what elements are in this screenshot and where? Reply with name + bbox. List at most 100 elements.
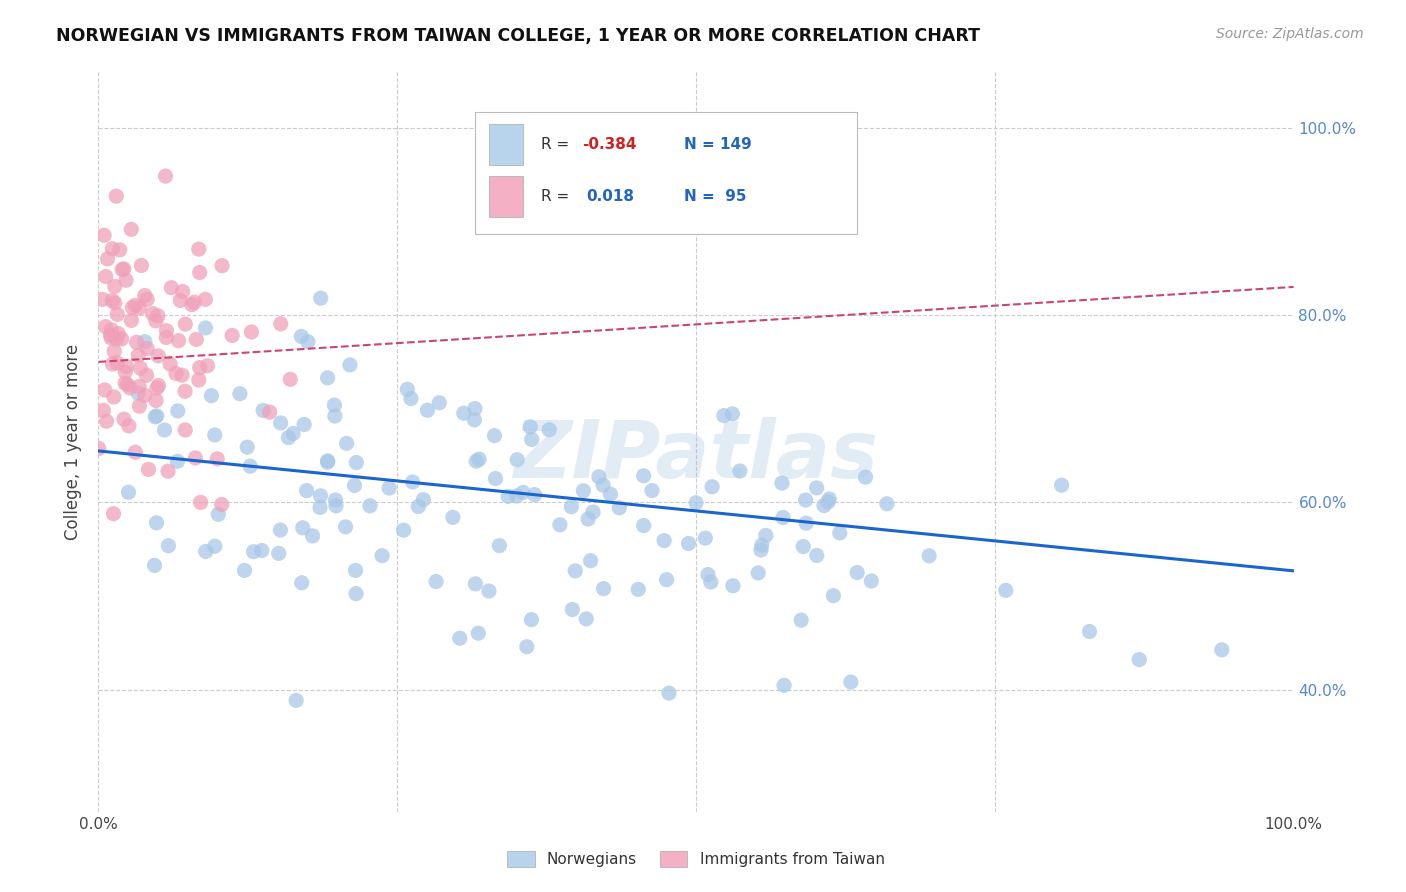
Point [105,356,128,370]
Point [111,262,134,277]
Point [685,496,707,510]
Point [128,379,150,393]
Point [233,563,256,577]
Point [125,335,148,350]
Point [138,462,160,476]
Point [839,675,862,690]
Text: N =  95: N = 95 [685,189,747,204]
Point [269,523,291,537]
Point [187,373,209,387]
Point [378,481,401,495]
Point [721,579,744,593]
Point [516,640,538,654]
Point [103,390,125,404]
Point [772,510,794,524]
Point [751,538,773,552]
Point [166,404,188,418]
Point [259,405,281,419]
Point [145,516,167,530]
Point [599,487,621,501]
Point [325,493,347,508]
Point [107,326,129,341]
Point [1078,624,1101,639]
Point [463,413,485,427]
Point [117,485,139,500]
Point [453,406,475,420]
FancyBboxPatch shape [475,112,858,235]
Point [118,381,141,395]
Point [297,334,319,349]
Point [468,452,491,467]
Point [160,281,183,295]
Point [120,222,142,236]
Point [270,317,292,331]
Point [828,525,851,540]
Point [170,368,193,383]
Point [301,529,323,543]
Point [564,564,586,578]
Point [592,582,614,596]
Point [335,520,357,534]
Point [695,531,717,545]
Point [1050,478,1073,492]
Point [267,546,290,560]
Point [165,367,187,381]
Point [155,330,177,344]
Point [159,357,181,371]
Point [155,324,177,338]
Point [846,566,869,580]
Point [696,567,718,582]
Point [823,589,845,603]
Point [505,489,527,503]
Point [633,468,655,483]
Point [523,488,546,502]
Point [101,357,124,371]
Point [186,333,208,347]
Point [316,454,339,468]
Point [166,454,188,468]
Point [678,536,700,550]
Point [148,378,170,392]
Point [794,493,817,508]
Point [519,420,541,434]
Text: ZIPatlas: ZIPatlas [513,417,879,495]
Point [344,563,367,577]
Point [94,319,117,334]
Point [323,398,346,412]
FancyBboxPatch shape [489,177,523,217]
Point [143,409,166,424]
Point [100,331,122,345]
Point [478,584,501,599]
Point [134,388,156,402]
Point [281,426,304,441]
Point [180,297,202,311]
Point [465,454,488,468]
Point [484,471,506,485]
Point [190,495,212,509]
Point [323,409,346,423]
Point [174,384,197,399]
Point [128,399,150,413]
Point [120,313,142,327]
Point [200,389,222,403]
Point [104,296,127,310]
Point [105,332,128,346]
Point [174,317,197,331]
Point [155,169,177,183]
Point [309,291,332,305]
Point [100,323,122,337]
Point [101,242,124,256]
Point [115,359,138,374]
Point [572,483,595,498]
Point [91,293,114,307]
Point [855,470,877,484]
Point [194,321,217,335]
Point [94,269,117,284]
Point [713,409,735,423]
Point [87,442,110,456]
Point [806,549,828,563]
Point [104,279,127,293]
Point [204,428,226,442]
Point [291,575,314,590]
Point [127,348,149,362]
